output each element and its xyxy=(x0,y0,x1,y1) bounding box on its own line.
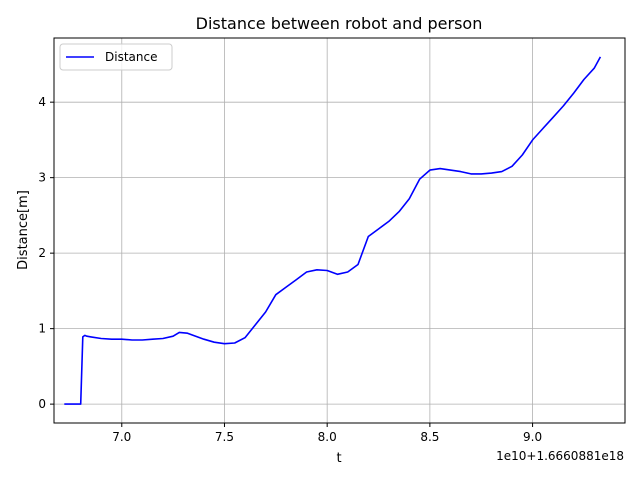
x-tick-label: 7.0 xyxy=(112,430,131,444)
x-axis-label: t xyxy=(336,451,341,466)
legend-box xyxy=(59,43,173,71)
y-tick-label: 4 xyxy=(38,95,46,109)
x-axis: 7.0 7.5 8.0 8.5 9.0 xyxy=(112,423,542,444)
x-tick-label: 8.0 xyxy=(318,430,337,444)
y-tick-label: 1 xyxy=(38,322,46,336)
x-axis-offset-label: 1e10+1.6660881e18 xyxy=(496,449,624,463)
legend-label: Distance xyxy=(105,50,157,64)
x-tick-label: 7.5 xyxy=(215,430,234,444)
y-axis-label: Distance[m] xyxy=(16,190,31,270)
y-axis: 0 1 2 3 4 xyxy=(38,95,54,411)
grid-lines xyxy=(54,38,625,423)
series-layer xyxy=(64,56,602,405)
series-line-distance xyxy=(64,56,602,405)
chart-title: Distance between robot and person xyxy=(196,14,483,33)
x-tick-label: 9.0 xyxy=(523,430,542,444)
legend: Distance xyxy=(59,43,173,71)
x-tick-label: 8.5 xyxy=(420,430,439,444)
plot-area-frame xyxy=(53,37,626,424)
y-tick-label: 2 xyxy=(38,246,46,260)
y-tick-label: 0 xyxy=(38,397,46,411)
y-tick-label: 3 xyxy=(38,171,46,185)
